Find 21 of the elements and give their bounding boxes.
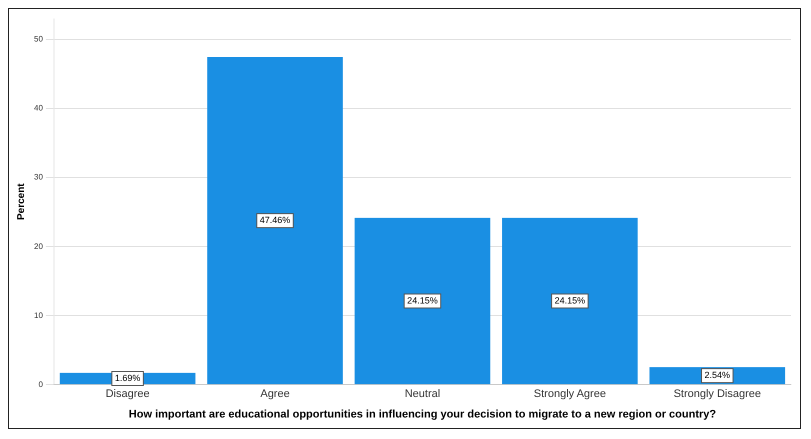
x-tick-label: Neutral [404, 388, 440, 400]
y-tick-label: 50 [34, 34, 44, 44]
data-label: 24.15% [407, 295, 438, 306]
y-tick-label: 40 [34, 104, 44, 113]
x-axis-title: How important are educational opportunities in influencing your decision to migrate to a new region or country? [128, 408, 716, 420]
data-label: 1.69% [114, 373, 140, 383]
x-tick-label: Strongly Agree [534, 388, 606, 400]
bar [354, 218, 490, 384]
y-tick-label: 20 [34, 242, 44, 251]
y-axis-title: Percent [16, 182, 27, 220]
data-label: 47.46% [260, 215, 290, 226]
y-tick-label: 30 [34, 172, 44, 182]
x-tick-label: Disagree [106, 388, 150, 400]
bar [207, 57, 343, 384]
bar [502, 218, 638, 384]
y-tick-label: 10 [34, 310, 44, 320]
y-tick-label: 0 [38, 380, 44, 389]
x-tick-label: Agree [260, 388, 290, 400]
data-label: 2.54% [704, 370, 730, 380]
data-label: 24.15% [554, 295, 586, 306]
x-tick-label: Strongly Disagree [674, 388, 762, 400]
